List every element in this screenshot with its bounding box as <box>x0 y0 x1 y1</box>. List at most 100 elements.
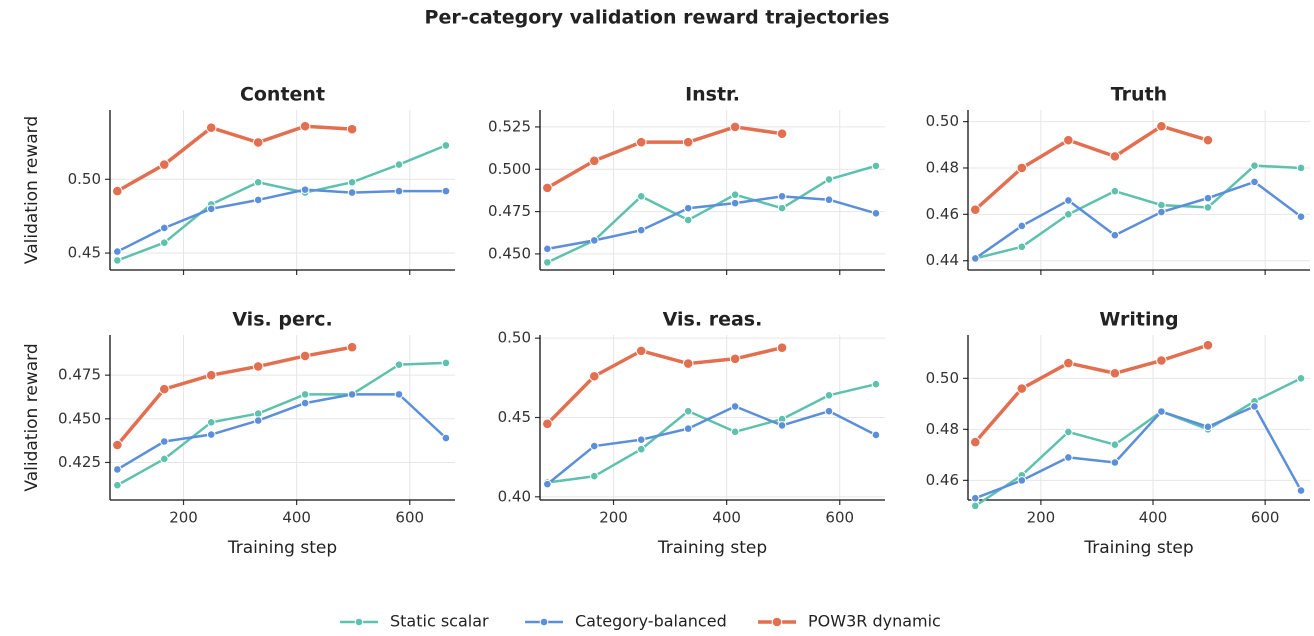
panel: 0.450 0.475 0.500 0.525 Instr. <box>488 84 885 275</box>
legend-item: Static scalar <box>340 612 489 631</box>
point <box>1109 151 1121 162</box>
point <box>824 195 834 205</box>
point <box>777 421 787 430</box>
point <box>253 416 263 425</box>
point <box>1157 207 1166 217</box>
point <box>441 186 451 196</box>
y-tick-label: 0.450 <box>58 409 101 427</box>
point <box>347 188 357 197</box>
point <box>113 247 122 256</box>
point <box>1110 230 1120 240</box>
x-tick-label: 200 <box>599 509 628 527</box>
legend-item: Category-balanced <box>525 612 727 631</box>
point <box>682 136 694 148</box>
point <box>441 358 451 368</box>
point <box>1063 134 1074 146</box>
series-line <box>974 164 1302 260</box>
series-line <box>116 361 446 487</box>
point <box>1016 162 1028 174</box>
point <box>1296 486 1306 495</box>
y-tick-label: 0.46 <box>926 471 959 489</box>
x-axis-label: Training step <box>227 538 337 558</box>
point <box>1064 427 1073 437</box>
point <box>1110 440 1120 449</box>
panel-title: Instr. <box>685 84 740 106</box>
point <box>969 204 981 216</box>
point <box>1064 210 1073 219</box>
point <box>730 198 740 208</box>
series-line <box>546 125 783 190</box>
point <box>112 185 123 197</box>
point <box>635 345 647 357</box>
point <box>635 136 647 148</box>
point <box>636 435 646 445</box>
x-tick-label: 400 <box>712 509 741 527</box>
x-axis-label: Training step <box>1083 538 1193 558</box>
point <box>113 480 122 490</box>
y-tick-label: 0.525 <box>488 117 531 135</box>
point <box>1296 212 1306 221</box>
point <box>543 479 552 489</box>
point <box>543 244 552 254</box>
point <box>589 236 599 245</box>
point <box>1203 193 1213 203</box>
y-tick-label: 0.475 <box>488 202 531 220</box>
point <box>871 161 881 171</box>
point <box>777 203 787 213</box>
point <box>543 258 552 267</box>
series-line <box>974 180 1302 260</box>
panel-title: Truth <box>1111 84 1167 106</box>
series-line <box>546 345 783 426</box>
point <box>1064 196 1073 205</box>
point <box>636 192 646 201</box>
point <box>871 379 881 389</box>
y-tick-label: 0.50 <box>68 170 101 188</box>
y-tick-label: 0.425 <box>58 453 101 471</box>
point <box>1109 367 1121 379</box>
point <box>158 383 170 395</box>
point <box>253 195 263 205</box>
point <box>589 441 599 451</box>
point <box>777 192 787 201</box>
point <box>871 208 881 218</box>
point <box>394 186 404 196</box>
series-line <box>116 345 353 447</box>
y-tick-label: 0.50 <box>498 329 531 347</box>
panel-title: Vis. reas. <box>663 309 763 331</box>
point <box>636 444 646 454</box>
point <box>1016 383 1028 394</box>
point <box>1156 355 1167 366</box>
panel: 0.46 0.48 0.50 200 400 600 Writing Training ste… <box>926 309 1310 558</box>
point <box>159 223 169 233</box>
point <box>299 120 311 132</box>
point <box>252 361 264 372</box>
series-line <box>546 405 877 486</box>
point <box>1156 120 1167 132</box>
x-tick-label: 200 <box>169 509 198 527</box>
x-tick-label: 600 <box>395 509 424 527</box>
y-tick-label: 0.48 <box>926 420 959 438</box>
legend-label: Category-balanced <box>575 612 727 631</box>
point <box>206 430 216 439</box>
point <box>730 190 740 199</box>
series-line <box>116 188 446 253</box>
series-line <box>974 405 1303 500</box>
point <box>776 342 788 353</box>
point <box>683 406 693 416</box>
point <box>159 454 169 464</box>
point <box>683 203 693 213</box>
point <box>253 409 263 418</box>
point <box>300 390 310 399</box>
y-tick-label: 0.450 <box>488 244 531 262</box>
legend-label: Static scalar <box>390 612 489 631</box>
point <box>730 427 740 437</box>
point <box>1017 476 1027 485</box>
point <box>542 182 553 194</box>
point <box>1250 177 1259 187</box>
point <box>158 159 170 170</box>
y-tick-label: 0.46 <box>926 205 959 223</box>
y-tick-label: 0.475 <box>58 366 101 384</box>
series-line <box>116 144 447 262</box>
y-axis-label: Validation reward <box>22 343 42 491</box>
